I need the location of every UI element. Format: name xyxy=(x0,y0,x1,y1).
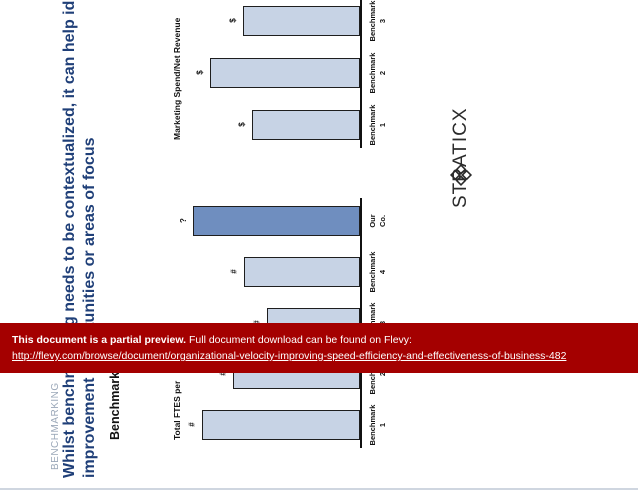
chart-2-bar xyxy=(252,110,360,140)
banner-bold-text: This document is a partial preview. xyxy=(12,334,187,346)
chart-2-baseline xyxy=(360,0,362,148)
chart-2-bar xyxy=(243,6,360,36)
logo-text: STRATICX xyxy=(450,107,471,208)
slide-headline: Whilst benchmarking needs to be contextu… xyxy=(60,0,100,478)
chart-1-value-label: # xyxy=(230,269,240,274)
chart-2-category-label: Benchmark 3 xyxy=(368,0,387,42)
banner-download-link[interactable]: http://flevy.com/browse/document/organiz… xyxy=(12,350,567,362)
chart-1-bar xyxy=(193,206,360,236)
headline-line-1: Whilst benchmarking needs to be contextu… xyxy=(61,0,78,478)
chart-1-axis-title: Total FTES per xyxy=(172,380,182,440)
banner-text: Full document download can be found on F… xyxy=(189,334,412,346)
footer-divider xyxy=(0,488,638,490)
chart-2-value-label: $ xyxy=(228,18,238,23)
headline-line-2: improvement opportunities or areas of fo… xyxy=(81,137,98,479)
chart-1-category-label: Benchmark 1 xyxy=(368,404,387,446)
chart-1-value-label: ? xyxy=(179,218,189,223)
chart-2-value-label: $ xyxy=(195,70,205,75)
chart-2-category-label: Benchmark 2 xyxy=(368,52,387,94)
chart-1-bar xyxy=(201,410,360,440)
straticx-logo-icon xyxy=(449,163,473,187)
chart-1-category-label: Our Co. xyxy=(368,214,387,228)
chart-1-bar xyxy=(244,257,360,287)
chart-2-category-label: Benchmark 1 xyxy=(368,104,387,146)
preview-banner: This document is a partial preview. Full… xyxy=(0,323,638,373)
chart-1-value-label: # xyxy=(187,422,197,427)
chart-1-category-label: Benchmark 4 xyxy=(368,251,387,293)
chart-2-axis-title: Marketing Spend/Net Revenue xyxy=(172,17,182,140)
chart-2-bar xyxy=(210,58,360,88)
chart-2-value-label: $ xyxy=(237,122,247,127)
